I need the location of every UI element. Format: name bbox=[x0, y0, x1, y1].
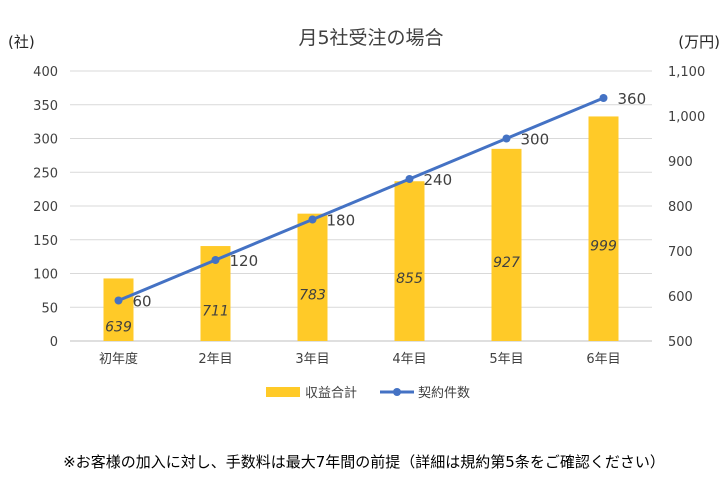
left-axis-tick-label: 50 bbox=[41, 301, 58, 316]
left-axis-tick-label: 300 bbox=[33, 133, 58, 148]
right-axis-tick-label: 900 bbox=[668, 155, 693, 170]
line-point bbox=[114, 296, 123, 305]
footnote: ※お客様の加入に対し、手数料は最大7年間の前提（詳細は規約第5条をご確認ください… bbox=[63, 453, 665, 471]
bar-data-labels: 639 711 783 855 927 999 bbox=[105, 239, 617, 336]
legend-marker-contracts bbox=[393, 388, 401, 396]
line-data-label: 180 bbox=[327, 212, 356, 230]
line-point bbox=[502, 134, 511, 143]
x-axis-tick-label: 4年目 bbox=[392, 352, 426, 367]
line-data-labels: 60 120 180 240 300 360 bbox=[133, 90, 647, 311]
left-axis-unit: (社) bbox=[8, 33, 35, 51]
x-axis-tick-label: 5年目 bbox=[489, 352, 523, 367]
right-axis-ticks: 500 600 700 800 900 1,000 1,100 bbox=[668, 65, 705, 350]
legend-label-revenue: 収益合計 bbox=[305, 385, 357, 401]
right-axis-tick-label: 700 bbox=[668, 245, 693, 260]
bar-data-label: 711 bbox=[202, 304, 229, 320]
x-axis-tick-label: 3年目 bbox=[295, 352, 329, 367]
bar bbox=[103, 278, 134, 341]
bar bbox=[491, 148, 522, 341]
line-data-label: 60 bbox=[133, 293, 152, 311]
legend-label-contracts: 契約件数 bbox=[418, 386, 470, 401]
bar bbox=[297, 213, 328, 341]
left-axis-tick-label: 250 bbox=[33, 166, 58, 181]
left-axis-ticks: 0 50 100 150 200 250 300 350 400 bbox=[33, 65, 58, 350]
line-point bbox=[599, 94, 608, 102]
left-axis-tick-label: 100 bbox=[33, 268, 58, 283]
bar-data-label: 783 bbox=[299, 287, 326, 303]
line-point bbox=[405, 175, 414, 183]
bar-data-label: 999 bbox=[590, 239, 617, 255]
left-axis-tick-label: 0 bbox=[50, 335, 58, 350]
right-axis-unit: (万円) bbox=[678, 33, 720, 51]
line-point bbox=[211, 256, 220, 264]
left-axis-tick-label: 150 bbox=[33, 234, 58, 249]
x-axis-tick-label: 2年目 bbox=[198, 352, 232, 367]
legend-swatch-revenue bbox=[266, 387, 300, 397]
left-axis-tick-label: 350 bbox=[33, 99, 58, 114]
bar-series bbox=[103, 116, 619, 341]
right-axis-tick-label: 1,000 bbox=[668, 110, 705, 125]
bar bbox=[394, 181, 425, 341]
line-data-label: 360 bbox=[618, 90, 647, 108]
right-axis-tick-label: 600 bbox=[668, 290, 693, 305]
x-axis-tick-label: 6年目 bbox=[586, 352, 620, 367]
right-axis-tick-label: 800 bbox=[668, 200, 693, 215]
right-axis-tick-label: 1,100 bbox=[668, 65, 705, 80]
line-point bbox=[308, 215, 317, 224]
bar-data-label: 639 bbox=[105, 320, 132, 336]
line-series bbox=[114, 94, 608, 305]
bar bbox=[588, 116, 619, 341]
left-axis-tick-label: 400 bbox=[33, 65, 58, 80]
left-axis-tick-label: 200 bbox=[33, 200, 58, 215]
line-data-label: 300 bbox=[521, 131, 550, 149]
x-axis-ticks: 初年度 2年目 3年目 4年目 5年目 6年目 bbox=[99, 351, 621, 367]
x-axis-tick-label: 初年度 bbox=[99, 351, 138, 367]
line-data-label: 240 bbox=[424, 171, 453, 189]
contracts-line bbox=[117, 96, 605, 302]
bar-data-label: 855 bbox=[396, 271, 423, 287]
legend: 収益合計 契約件数 bbox=[266, 385, 470, 401]
line-data-label: 120 bbox=[230, 252, 259, 270]
right-axis-tick-label: 500 bbox=[668, 335, 693, 350]
gridlines bbox=[70, 70, 652, 342]
bar-data-label: 927 bbox=[493, 255, 520, 271]
chart-title: 月5社受注の場合 bbox=[298, 27, 443, 49]
